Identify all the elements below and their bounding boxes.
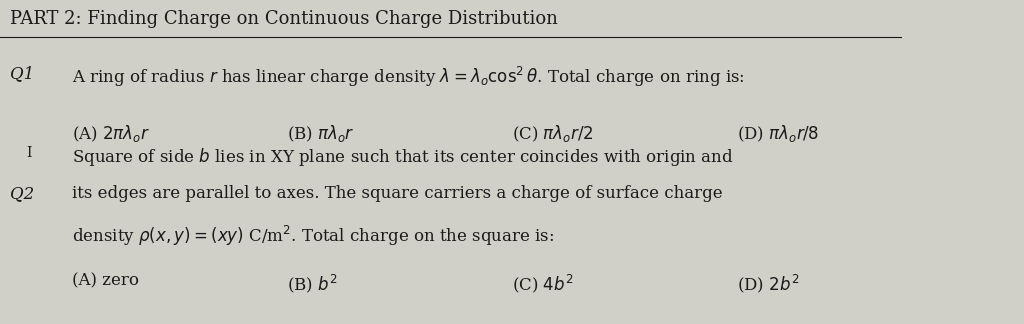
Text: (A) $2\pi\lambda_o r$: (A) $2\pi\lambda_o r$ xyxy=(72,123,150,144)
Text: I: I xyxy=(27,146,32,160)
Text: (C) $4b^2$: (C) $4b^2$ xyxy=(512,272,573,295)
Text: (D) $2b^2$: (D) $2b^2$ xyxy=(737,272,800,295)
Text: (A) zero: (A) zero xyxy=(72,272,138,289)
Text: (B) $b^2$: (B) $b^2$ xyxy=(287,272,337,295)
Text: Q2: Q2 xyxy=(10,185,35,202)
Text: (B) $\pi\lambda_o r$: (B) $\pi\lambda_o r$ xyxy=(287,123,354,144)
Text: Square of side $b$ lies in XY plane such that its center coincides with origin a: Square of side $b$ lies in XY plane such… xyxy=(72,146,733,168)
Text: density $\rho(x,y)=(xy)$ C/m$^2$. Total charge on the square is:: density $\rho(x,y)=(xy)$ C/m$^2$. Total … xyxy=(72,224,554,248)
Text: (D) $\pi\lambda_o r/8$: (D) $\pi\lambda_o r/8$ xyxy=(737,123,819,144)
Text: its edges are parallel to axes. The square carriers a charge of surface charge: its edges are parallel to axes. The squa… xyxy=(72,185,722,202)
Text: Q1: Q1 xyxy=(10,65,35,82)
Text: A ring of radius $r$ has linear charge density $\lambda=\lambda_o\cos^2\theta$. : A ring of radius $r$ has linear charge d… xyxy=(72,65,744,89)
Text: (C) $\pi\lambda_o r/2$: (C) $\pi\lambda_o r/2$ xyxy=(512,123,593,144)
Text: PART 2: Finding Charge on Continuous Charge Distribution: PART 2: Finding Charge on Continuous Cha… xyxy=(10,10,558,28)
